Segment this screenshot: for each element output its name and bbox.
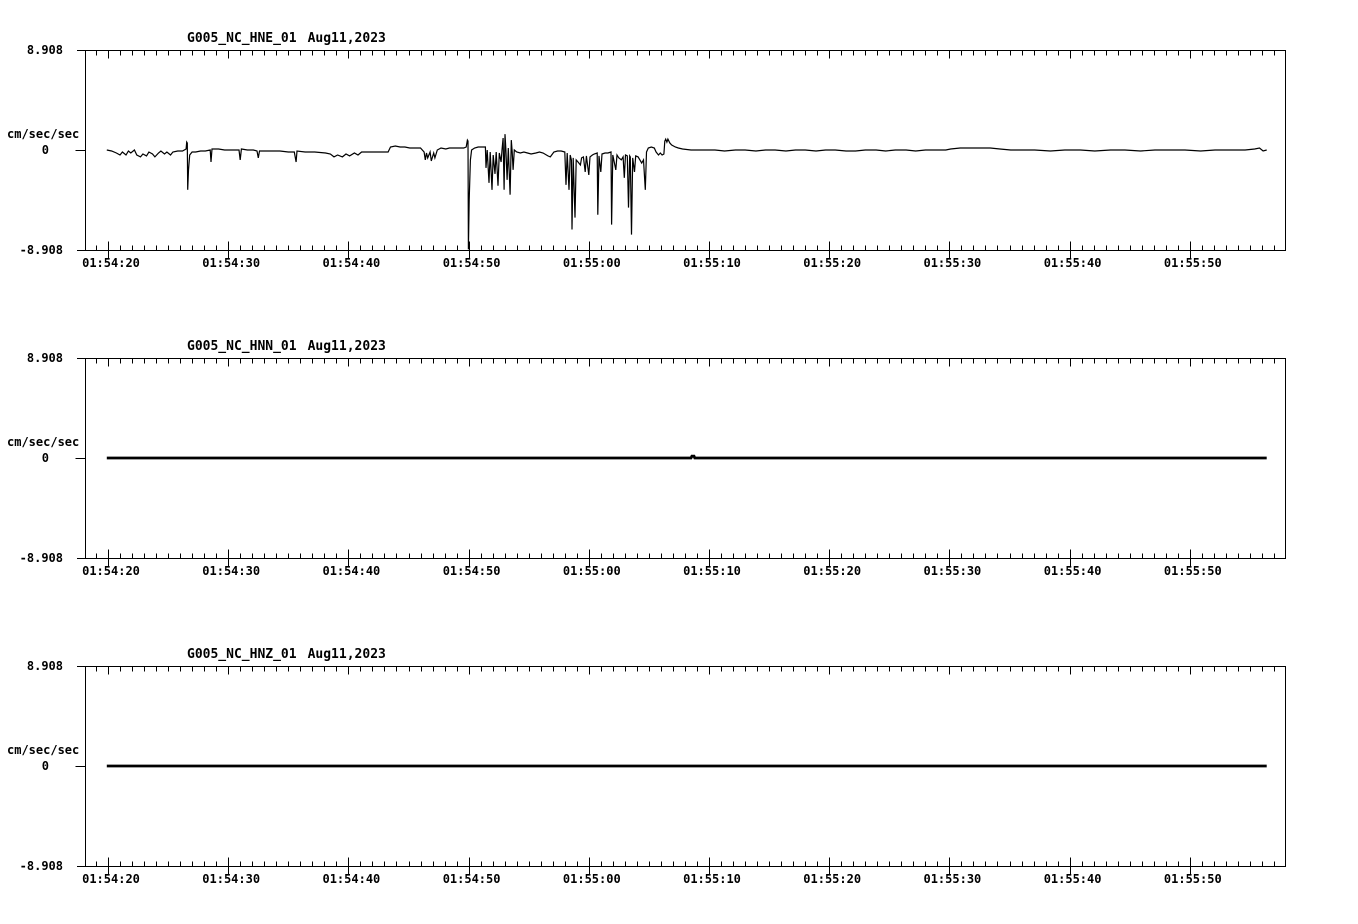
- waveform-plot-hnz: [75, 666, 1286, 875]
- seismogram-panel-hnn: G005_NC_HNN_01 Aug11,2023 8.908 cm/sec/se…: [0, 308, 1358, 608]
- x-tick-label: 01:54:50: [442, 564, 501, 578]
- seismogram-panel-hnz: G005_NC_HNZ_01 Aug11,2023 8.908 cm/sec/se…: [0, 616, 1358, 916]
- x-tick-label: 01:54:20: [82, 564, 140, 578]
- y-axis-unit-label: cm/sec/sec: [7, 435, 80, 449]
- x-tick-label: 01:54:50: [442, 872, 501, 886]
- y-max-label: 8.908: [26, 43, 63, 57]
- y-min-label: -8.908: [19, 243, 63, 257]
- x-tick-label: 01:54:30: [202, 564, 261, 578]
- x-tick-label: 01:54:40: [322, 872, 381, 886]
- x-tick-label: 01:55:40: [1043, 564, 1102, 578]
- x-tick-label: 01:55:10: [683, 564, 741, 578]
- x-tick-label: 01:55:30: [923, 256, 982, 270]
- x-tick-label: 01:55:50: [1163, 872, 1222, 886]
- x-tick-label: 01:54:20: [82, 872, 140, 886]
- y-min-label: -8.908: [19, 551, 63, 565]
- x-axis-labels: 01:54:20 01:54:30 01:54:40 01:54:50 01:55:00…: [0, 256, 1358, 272]
- x-tick-label: 01:55:00: [562, 872, 621, 886]
- x-tick-label: 01:55:10: [683, 256, 741, 270]
- trace-title: G005_NC_HNZ_01 Aug11,2023: [187, 647, 386, 662]
- y-zero-label: 0: [41, 143, 49, 157]
- x-tick-label: 01:55:30: [923, 872, 982, 886]
- x-tick-label: 01:55:20: [803, 872, 862, 886]
- x-tick-label: 01:55:40: [1043, 872, 1102, 886]
- date-label: Aug11,2023: [307, 31, 386, 46]
- x-tick-label: 01:54:40: [322, 564, 381, 578]
- x-tick-label: 01:54:30: [202, 872, 261, 886]
- x-tick-label: 01:55:30: [923, 564, 982, 578]
- x-tick-label: 01:55:20: [803, 564, 862, 578]
- y-axis-unit-label: cm/sec/sec: [7, 743, 80, 757]
- x-tick-label: 01:54:20: [82, 256, 140, 270]
- x-tick-label: 01:55:50: [1163, 256, 1222, 270]
- y-zero-label: 0: [41, 451, 49, 465]
- trace-title: G005_NC_HNN_01 Aug11,2023: [187, 339, 386, 354]
- x-tick-label: 01:55:00: [562, 564, 621, 578]
- waveform-plot-hne: [75, 50, 1286, 259]
- x-tick-label: 01:55:00: [562, 256, 621, 270]
- waveform-plot-hnn: [75, 358, 1286, 567]
- x-tick-label: 01:55:20: [803, 256, 862, 270]
- x-tick-label: 01:54:40: [322, 256, 381, 270]
- x-axis-labels: 01:54:20 01:54:30 01:54:40 01:54:50 01:55:00…: [0, 872, 1358, 888]
- x-tick-label: 01:54:50: [442, 256, 501, 270]
- x-axis-labels: 01:54:20 01:54:30 01:54:40 01:54:50 01:55:00…: [0, 564, 1358, 580]
- date-label: Aug11,2023: [307, 339, 386, 354]
- y-max-label: 8.908: [26, 659, 63, 673]
- y-max-label: 8.908: [26, 351, 63, 365]
- date-label: Aug11,2023: [307, 647, 386, 662]
- y-axis-unit-label: cm/sec/sec: [7, 127, 80, 141]
- x-tick-label: 01:54:30: [202, 256, 261, 270]
- trace-title: G005_NC_HNE_01 Aug11,2023: [187, 31, 386, 46]
- y-zero-label: 0: [41, 759, 49, 773]
- x-tick-label: 01:55:10: [683, 872, 741, 886]
- channel-label: G005_NC_HNN_01: [187, 339, 297, 354]
- channel-label: G005_NC_HNZ_01: [187, 647, 297, 662]
- x-tick-label: 01:55:50: [1163, 564, 1222, 578]
- channel-label: G005_NC_HNE_01: [187, 31, 297, 46]
- y-min-label: -8.908: [19, 859, 63, 873]
- x-tick-label: 01:55:40: [1043, 256, 1102, 270]
- seismogram-panel-hne: G005_NC_HNE_01 Aug11,2023 8.908 cm/sec/se…: [0, 0, 1358, 300]
